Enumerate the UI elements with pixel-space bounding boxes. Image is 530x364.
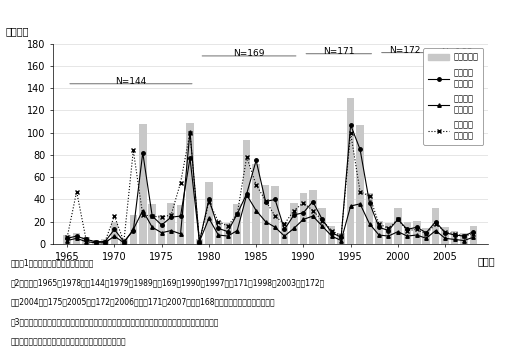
Bar [148, 204, 156, 244]
Bar [215, 221, 222, 244]
Bar [413, 221, 420, 244]
Text: N=144: N=144 [116, 77, 147, 86]
Bar [338, 233, 345, 244]
Bar [432, 208, 439, 244]
Bar [82, 237, 90, 244]
Text: 3．同一地区で水道，工水，農水のうち複数の減断水が行われた場合もあるので，それら３用途の: 3．同一地区で水道，工水，農水のうち複数の減断水が行われた場合もあるので，それら… [11, 317, 219, 327]
Bar [347, 98, 355, 244]
Bar [186, 123, 194, 244]
Bar [299, 193, 307, 244]
Text: （注）1．「国土交通省水資源部調べ」: （注）1．「国土交通省水資源部調べ」 [11, 258, 94, 268]
Text: 総和が必ずしも渇水発生地区数となってはいない。: 総和が必ずしも渇水発生地区数となってはいない。 [11, 337, 126, 346]
Bar [422, 228, 430, 244]
Bar [319, 208, 326, 244]
Bar [271, 186, 279, 244]
Bar [262, 185, 269, 244]
Text: （地区）: （地区） [5, 27, 29, 36]
Bar [290, 203, 298, 244]
Bar [177, 205, 184, 244]
Text: N=172: N=172 [389, 46, 421, 55]
Bar [394, 208, 402, 244]
Bar [356, 125, 364, 244]
Bar [167, 203, 175, 244]
Bar [73, 233, 81, 244]
Bar [120, 240, 128, 244]
Bar [224, 223, 232, 244]
Bar [92, 241, 99, 244]
Bar [470, 226, 477, 244]
Bar [385, 223, 392, 244]
Text: N=169: N=169 [233, 49, 265, 58]
Text: N=171: N=171 [323, 47, 355, 56]
Bar [366, 193, 373, 244]
Bar [460, 233, 468, 244]
Bar [101, 240, 109, 244]
Bar [375, 221, 383, 244]
Text: N=168: N=168 [441, 48, 473, 57]
Text: 2004年は175，2005年は172，2006年から171，2007年から168の地区に分割して集計した。: 2004年は175，2005年は172，2006年から171，2007年から16… [11, 298, 275, 307]
Bar [328, 226, 335, 244]
Bar [403, 222, 411, 244]
Bar [450, 230, 458, 244]
Bar [252, 164, 260, 244]
Bar [233, 204, 241, 244]
Text: 2．全国を1965～1978年は144，1979～1989年は169，1990～1997年は171，1998～2003年は172，: 2．全国を1965～1978年は144，1979～1989年は169，1990～… [11, 278, 325, 287]
Bar [64, 235, 71, 244]
Bar [281, 222, 288, 244]
Bar [139, 124, 146, 244]
Bar [158, 215, 165, 244]
Bar [441, 227, 449, 244]
Bar [309, 190, 316, 244]
Legend: 渇水地区数, 渇水地区
（水道）, 渇水地区
（工水）, 渇水地区
（農水）: 渇水地区数, 渇水地区 （水道）, 渇水地区 （工水）, 渇水地区 （農水） [423, 48, 483, 145]
Bar [111, 222, 118, 244]
Text: （年）: （年） [478, 257, 496, 266]
Bar [205, 182, 213, 244]
Bar [196, 240, 203, 244]
Bar [129, 215, 137, 244]
Bar [243, 141, 251, 244]
